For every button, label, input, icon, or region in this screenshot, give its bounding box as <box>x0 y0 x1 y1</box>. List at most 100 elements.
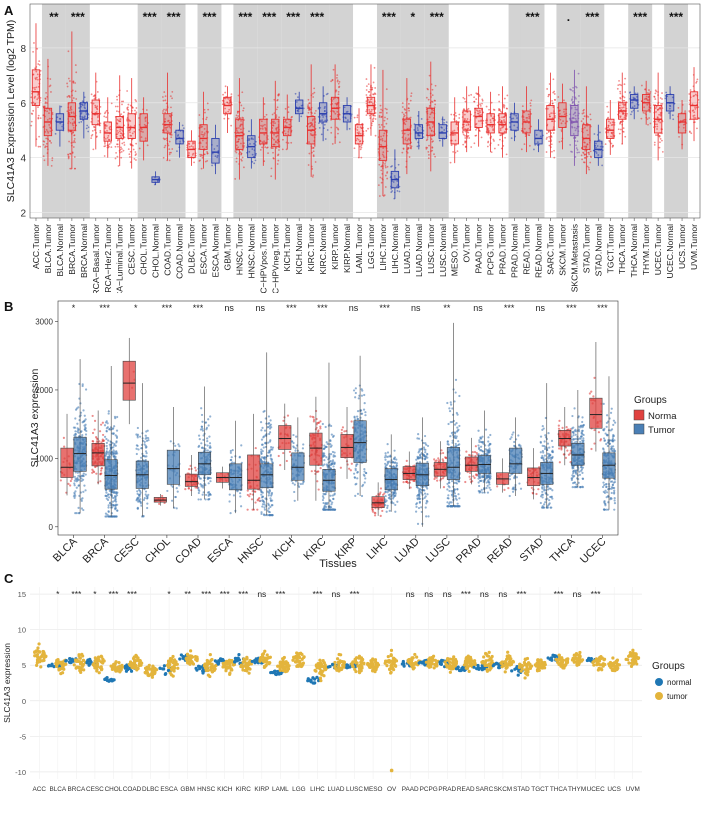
point-blca-tumor <box>76 407 78 409</box>
significance-label: *** <box>317 303 328 313</box>
point-thym-tumor <box>648 117 650 119</box>
point-cesc-tumor <box>135 448 137 450</box>
point-blca-normal <box>55 133 57 135</box>
point-kirc-tumor <box>312 176 314 178</box>
point-coad-tumor <box>205 494 207 496</box>
point-hnsc-tumor <box>269 506 271 508</box>
point-brca-tumor <box>108 511 110 513</box>
x-tick-label: ESCA.Normal <box>210 224 220 278</box>
box-kich-normal <box>279 426 291 450</box>
shade-band <box>198 4 222 218</box>
point-brca-tumor <box>113 425 115 427</box>
significance-label: *** <box>585 10 599 24</box>
x-tick-label: HNSC.Normal <box>246 224 256 279</box>
point-brca-basal-tumor <box>92 130 94 132</box>
point-brca-luminal-tumor <box>116 99 118 101</box>
point-brca-luminal-tumor <box>116 96 118 98</box>
point-chol-tumor <box>139 148 141 150</box>
point-brca-tumor <box>107 499 109 501</box>
point-acc-tumor <box>37 63 39 65</box>
point-sarc-tumor <box>552 103 554 105</box>
point-lihc-tumor <box>386 112 388 114</box>
x-tick-label: ESCA.Tumor <box>198 224 208 274</box>
point-esca-tumor <box>199 154 201 156</box>
point-lihc-normal <box>391 165 393 167</box>
point-read-tumor <box>529 109 531 111</box>
point-brca-tumor <box>105 495 107 497</box>
point-blca-tumor <box>73 482 75 484</box>
point-ov-tumor <box>468 137 470 139</box>
point-hnsc-tumor <box>265 442 267 444</box>
point-kirp-tumor <box>354 495 356 497</box>
point-lihc-tumor <box>384 163 386 165</box>
point-cesc-tumor <box>147 430 149 432</box>
point-lihc-tumor <box>380 109 382 111</box>
point-hnsc-tumor <box>268 504 270 506</box>
point-stad-tumor <box>581 159 583 161</box>
point-chol-tumor <box>178 445 180 447</box>
point-kirc-tumor <box>313 150 315 152</box>
point-brca-tumor <box>75 64 77 66</box>
point-brca-tumor <box>115 504 117 506</box>
point-kich-tumor <box>292 442 294 444</box>
point-thca-tumor <box>619 133 621 135</box>
point-lihc-normal <box>399 191 401 193</box>
point-coad-normal <box>195 469 197 471</box>
point-blca-tumor <box>45 138 47 140</box>
point-ucec-tumor <box>661 140 663 142</box>
point-blca-normal <box>63 446 65 448</box>
point-brca-tumor <box>116 509 118 511</box>
point-kich-tumor <box>282 139 284 141</box>
point-stad-tumor <box>589 113 591 115</box>
point-kirc-tumor <box>315 110 317 112</box>
x-tick-label: MESO.Tumor <box>450 224 460 276</box>
point-brca-tumor <box>107 439 109 441</box>
point-kirp-tumor <box>353 389 355 391</box>
point-blca-tumor <box>49 140 51 142</box>
point-lihc-tumor <box>379 115 381 117</box>
point-kich-tumor <box>288 142 290 144</box>
point-luad-tumor <box>405 112 407 114</box>
x-tick-label: CHOL <box>143 536 173 566</box>
point-hnsc-normal <box>257 498 259 500</box>
point-kich-tumor <box>302 483 304 485</box>
point-kirc-normal <box>327 129 329 131</box>
point-prad-tumor <box>498 94 500 96</box>
significance-label: ns <box>349 303 359 313</box>
point-kich-tumor <box>288 106 290 108</box>
point-kich-tumor <box>288 111 290 113</box>
point-brca-normal <box>80 121 82 123</box>
point-hnsc-hpvpos-tumor <box>267 152 269 154</box>
point-brca-tumor <box>106 445 108 447</box>
point-kich-tumor <box>292 434 294 436</box>
point-brca-tumor <box>108 428 110 430</box>
point-kirc-tumor <box>313 87 315 89</box>
x-tick-label: SKCM.Metastasis <box>569 224 579 292</box>
box-read-normal <box>535 130 542 144</box>
point-kirc-normal <box>316 422 318 424</box>
point-hnsc-tumor <box>237 111 239 113</box>
point-cesc-tumor <box>137 427 139 429</box>
point-stad-tumor <box>581 155 583 157</box>
point-gbm-tumor <box>230 125 232 127</box>
point-esca-tumor <box>230 459 232 461</box>
box-luad-normal <box>415 125 422 139</box>
point-lgg-tumor <box>368 91 370 93</box>
point-brca-basal-tumor <box>92 134 94 136</box>
point-cesc-tumor <box>136 444 138 446</box>
point-ucec-tumor <box>654 96 656 98</box>
point-cesc-tumor <box>140 502 142 504</box>
point-brca-tumor <box>72 141 74 143</box>
point-coad-tumor <box>209 415 211 417</box>
point-kirp-tumor <box>353 416 355 418</box>
x-tick-label: BRCA−Luminal.Tumor <box>115 224 125 293</box>
point-kich-tumor <box>294 450 296 452</box>
point-brca-basal-tumor <box>93 126 95 128</box>
point-brca-tumor <box>105 430 107 432</box>
point-coad-tumor <box>207 478 209 480</box>
point-lgg-tumor <box>366 114 368 116</box>
point-kich-tumor <box>285 108 287 110</box>
point-brca-luminal-tumor <box>121 143 123 145</box>
point-skcm-tumor <box>559 141 561 143</box>
point-brca-normal <box>92 415 94 417</box>
